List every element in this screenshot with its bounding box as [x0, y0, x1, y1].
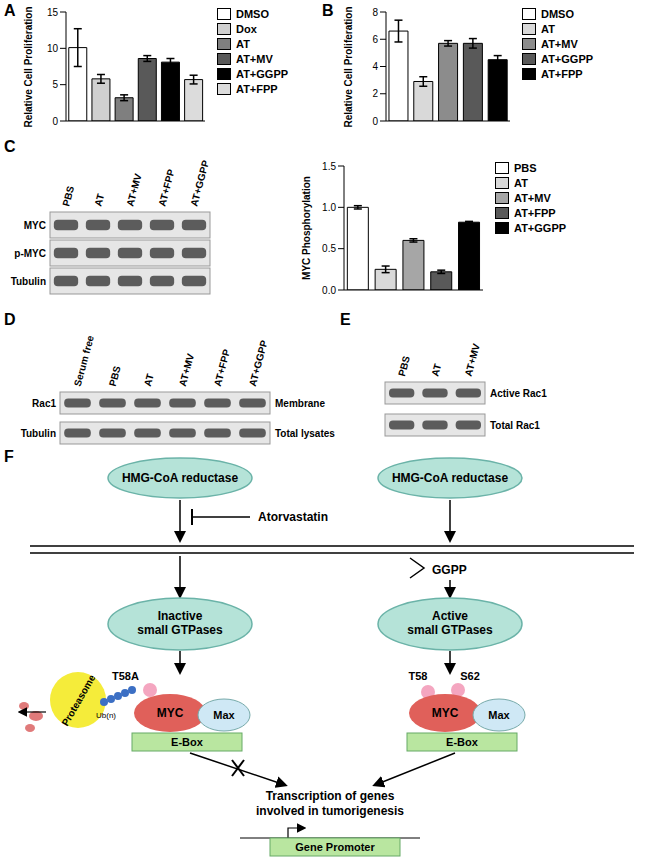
svg-text:MYC: MYC [432, 706, 459, 720]
svg-text:AT+MV: AT+MV [177, 352, 196, 387]
svg-text:AT+GGPP: AT+GGPP [247, 339, 270, 388]
svg-text:GGPP: GGPP [432, 563, 467, 577]
html-text:AT+FPP: AT+FPP [514, 206, 556, 219]
svg-text:E: E [340, 311, 351, 328]
svg-text:Gene Promoter: Gene Promoter [295, 841, 375, 853]
svg-text:Serum free: Serum free [72, 334, 96, 388]
svg-text:D: D [4, 311, 16, 328]
svg-text:AT+FPP: AT+FPP [212, 348, 233, 388]
svg-text:Ub(n): Ub(n) [96, 711, 116, 720]
svg-text:involved in tumorigenesis: involved in tumorigenesis [256, 804, 404, 818]
svg-text:p-MYC: p-MYC [14, 248, 46, 259]
html-text:DMSO: DMSO [541, 7, 574, 20]
svg-text:Active Rac1: Active Rac1 [490, 388, 547, 399]
svg-text:AT+MV: AT+MV [124, 172, 143, 207]
svg-text:E-Box: E-Box [446, 736, 479, 748]
svg-text:2: 2 [372, 88, 378, 99]
html-text:Relative Cell Proliferation: Relative Cell Proliferation [23, 5, 34, 128]
svg-text:S62: S62 [460, 670, 480, 682]
svg-text:15: 15 [47, 7, 59, 18]
html-text:DMSO: DMSO [236, 7, 269, 20]
html-text:AT+MV: AT+MV [541, 37, 578, 50]
svg-text:Rac1: Rac1 [32, 398, 56, 409]
svg-text:10: 10 [47, 43, 59, 54]
svg-text:AT: AT [92, 193, 106, 208]
svg-text:HMG-CoA reductase: HMG-CoA reductase [392, 471, 509, 485]
svg-text:Atorvastatin: Atorvastatin [258, 510, 328, 524]
html-text:AT+MV: AT+MV [236, 52, 273, 65]
svg-text:8: 8 [372, 7, 378, 18]
svg-text:PBS: PBS [396, 354, 412, 377]
svg-text:AT: AT [429, 363, 443, 378]
svg-text:Proteasome: Proteasome [59, 672, 97, 727]
svg-text:E-Box: E-Box [171, 736, 204, 748]
svg-text:Transcription of genes: Transcription of genes [266, 789, 395, 803]
html-text:AT: AT [514, 176, 528, 189]
svg-text:Membrane: Membrane [275, 398, 325, 409]
svg-text:5: 5 [52, 79, 58, 90]
svg-text:1.0: 1.0 [322, 202, 336, 213]
svg-text:Max: Max [213, 709, 235, 721]
html-text:Relative Cell Proliferation: Relative Cell Proliferation [343, 5, 354, 128]
html-text:AT+GGPP: AT+GGPP [236, 67, 289, 80]
html-text:AT: AT [541, 22, 555, 35]
html-text:AT+FPP: AT+FPP [236, 82, 278, 95]
svg-text:small GTPases: small GTPases [407, 623, 493, 637]
svg-text:T58A: T58A [112, 670, 139, 682]
svg-text:4: 4 [372, 61, 378, 72]
svg-text:C: C [4, 138, 16, 155]
svg-text:B: B [322, 2, 334, 19]
svg-text:T58: T58 [409, 670, 428, 682]
svg-text:AT: AT [142, 373, 156, 388]
svg-text:Total Rac1: Total Rac1 [490, 420, 540, 431]
svg-text:0.0: 0.0 [322, 285, 336, 296]
svg-text:0.5: 0.5 [322, 243, 336, 254]
html-text:Dox: Dox [236, 22, 257, 35]
svg-text:0: 0 [372, 116, 378, 127]
html-text:AT+GGPP: AT+GGPP [541, 52, 594, 65]
svg-text:PBS: PBS [107, 364, 123, 387]
svg-text:MYC: MYC [157, 706, 184, 720]
svg-text:PBS: PBS [60, 184, 76, 207]
svg-text:A: A [4, 2, 16, 19]
html-text:AT+FPP: AT+FPP [541, 67, 583, 80]
svg-text:AT+GGPP: AT+GGPP [188, 159, 211, 208]
svg-text:6: 6 [372, 34, 378, 45]
html-text:PBS: PBS [514, 161, 537, 174]
svg-text:Tubulin: Tubulin [11, 276, 46, 287]
svg-text:Total lysates: Total lysates [275, 428, 335, 439]
html-text:MYC Phosphorylation: MYC Phosphorylation [301, 176, 312, 280]
html-text:AT+MV: AT+MV [514, 191, 551, 204]
svg-text:AT+FPP: AT+FPP [156, 168, 177, 208]
svg-text:F: F [4, 448, 14, 465]
svg-text:HMG-CoA reductase: HMG-CoA reductase [122, 471, 239, 485]
svg-text:1.5: 1.5 [322, 161, 336, 172]
svg-text:small GTPases: small GTPases [137, 623, 223, 637]
svg-text:MYC: MYC [24, 220, 46, 231]
html-text:AT: AT [236, 37, 250, 50]
svg-text:0: 0 [52, 116, 58, 127]
svg-text:Max: Max [488, 709, 510, 721]
svg-text:Inactive: Inactive [158, 609, 203, 623]
svg-text:AT+MV: AT+MV [463, 342, 482, 377]
html-text:AT+GGPP: AT+GGPP [514, 221, 567, 234]
svg-text:Tubulin: Tubulin [21, 428, 56, 439]
svg-text:Active: Active [432, 609, 468, 623]
